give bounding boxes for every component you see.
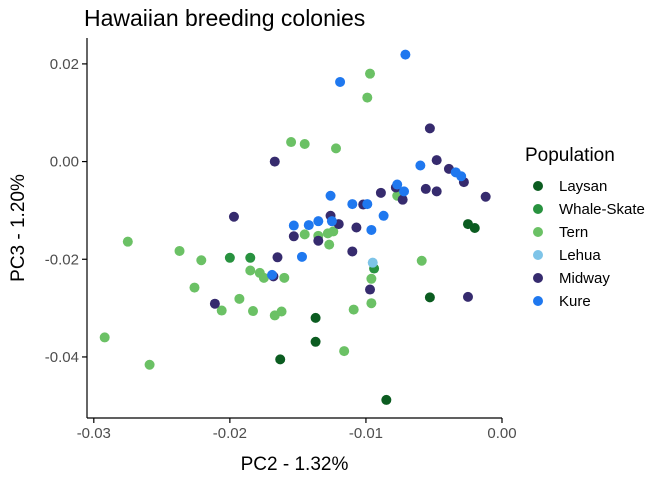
point-kure (366, 224, 377, 235)
x-tick-label: 0.00 (487, 425, 516, 442)
point-tern (365, 68, 376, 79)
point-tern (234, 293, 245, 304)
point-tern (328, 226, 339, 237)
point-kure (378, 210, 389, 221)
data-points (99, 49, 491, 405)
point-tern (339, 346, 350, 357)
legend-label: Tern (559, 224, 588, 241)
point-tern (196, 255, 207, 266)
point-kure (362, 199, 373, 210)
point-laysan (275, 354, 286, 365)
legend-key (533, 204, 543, 214)
legend-key (533, 181, 543, 191)
point-tern (122, 236, 133, 247)
point-kure (400, 49, 411, 60)
point-midway (397, 194, 408, 205)
chart-title: Hawaiian breeding colonies (84, 5, 365, 31)
point-tern (416, 255, 427, 266)
point-laysan (469, 223, 480, 233)
point-tern (362, 92, 373, 103)
point-tern (245, 265, 256, 276)
y-axis-title: PC3 - 1.20% (8, 174, 29, 282)
point-laysan (381, 394, 392, 405)
point-tern (276, 306, 287, 317)
point-kure (288, 220, 299, 231)
point-kure (347, 199, 358, 210)
legend-label: Kure (559, 293, 591, 310)
point-tern (258, 272, 269, 283)
legend-key (533, 296, 543, 306)
point-midway (431, 186, 442, 197)
y-tick-label: -0.04 (45, 349, 79, 366)
point-kure (335, 76, 346, 87)
point-midway (269, 156, 280, 167)
point-midway (347, 246, 358, 257)
point-midway (365, 284, 376, 295)
y-ticks: -0.04 -0.02 0.00 0.02 (45, 56, 87, 366)
point-tern (299, 229, 310, 240)
legend-key (533, 227, 543, 237)
point-laysan (424, 292, 435, 303)
legend-key (533, 250, 543, 260)
legend-label: Laysan (559, 178, 607, 195)
point-laysan (310, 336, 321, 347)
point-midway (272, 252, 283, 263)
x-axis-title: PC2 - 1.32% (241, 454, 349, 475)
point-midway (313, 235, 324, 246)
y-tick-label: 0.02 (50, 56, 79, 73)
point-kure (296, 251, 307, 262)
x-tick-label: -0.01 (349, 425, 383, 442)
legend-label: Lehua (559, 247, 601, 264)
point-kure (325, 190, 336, 201)
point-lehua (367, 257, 378, 268)
point-midway (431, 155, 442, 166)
y-tick-label: -0.02 (45, 251, 79, 268)
point-midway (209, 298, 220, 309)
point-tern (248, 306, 258, 317)
point-tern (216, 305, 227, 316)
point-tern (366, 273, 377, 284)
point-tern (286, 137, 297, 148)
y-tick-label: 0.00 (50, 154, 79, 171)
point-midway (420, 183, 431, 194)
legend: Population Laysan Whale-Skate Tern Lehua Mid… (525, 145, 645, 310)
point-midway (480, 191, 491, 202)
point-whale-skate (224, 252, 235, 263)
legend-title: Population (525, 145, 615, 166)
point-kure (399, 186, 410, 197)
legend-key (533, 273, 543, 283)
point-whale-skate (245, 252, 256, 263)
point-tern (324, 239, 335, 250)
point-tern (189, 282, 200, 293)
point-midway (462, 291, 473, 302)
point-tern (174, 245, 185, 256)
point-tern (366, 298, 377, 309)
legend-label: Midway (559, 270, 610, 287)
plot-area: -0.03 -0.02 -0.01 0.00 -0.04 -0.02 0.00 0.02 (45, 38, 517, 442)
point-tern (331, 143, 341, 154)
point-kure (456, 171, 467, 182)
point-tern (279, 272, 290, 283)
point-laysan (310, 312, 321, 323)
point-kure (415, 160, 426, 171)
x-tick-label: -0.03 (77, 425, 111, 442)
point-midway (375, 187, 386, 198)
legend-label: Whale-Skate (559, 201, 645, 218)
point-tern (299, 138, 310, 149)
point-midway (424, 123, 435, 134)
point-kure (392, 179, 403, 190)
x-ticks: -0.03 -0.02 -0.01 0.00 (77, 418, 517, 442)
point-kure (303, 220, 314, 231)
x-tick-label: -0.02 (213, 425, 247, 442)
point-tern (348, 304, 359, 315)
point-tern (99, 332, 110, 343)
point-tern (144, 359, 155, 370)
point-kure (313, 216, 324, 227)
point-midway (351, 222, 362, 233)
point-midway (288, 231, 299, 242)
point-kure (267, 269, 278, 280)
point-kure (326, 216, 337, 227)
point-midway (228, 211, 239, 222)
